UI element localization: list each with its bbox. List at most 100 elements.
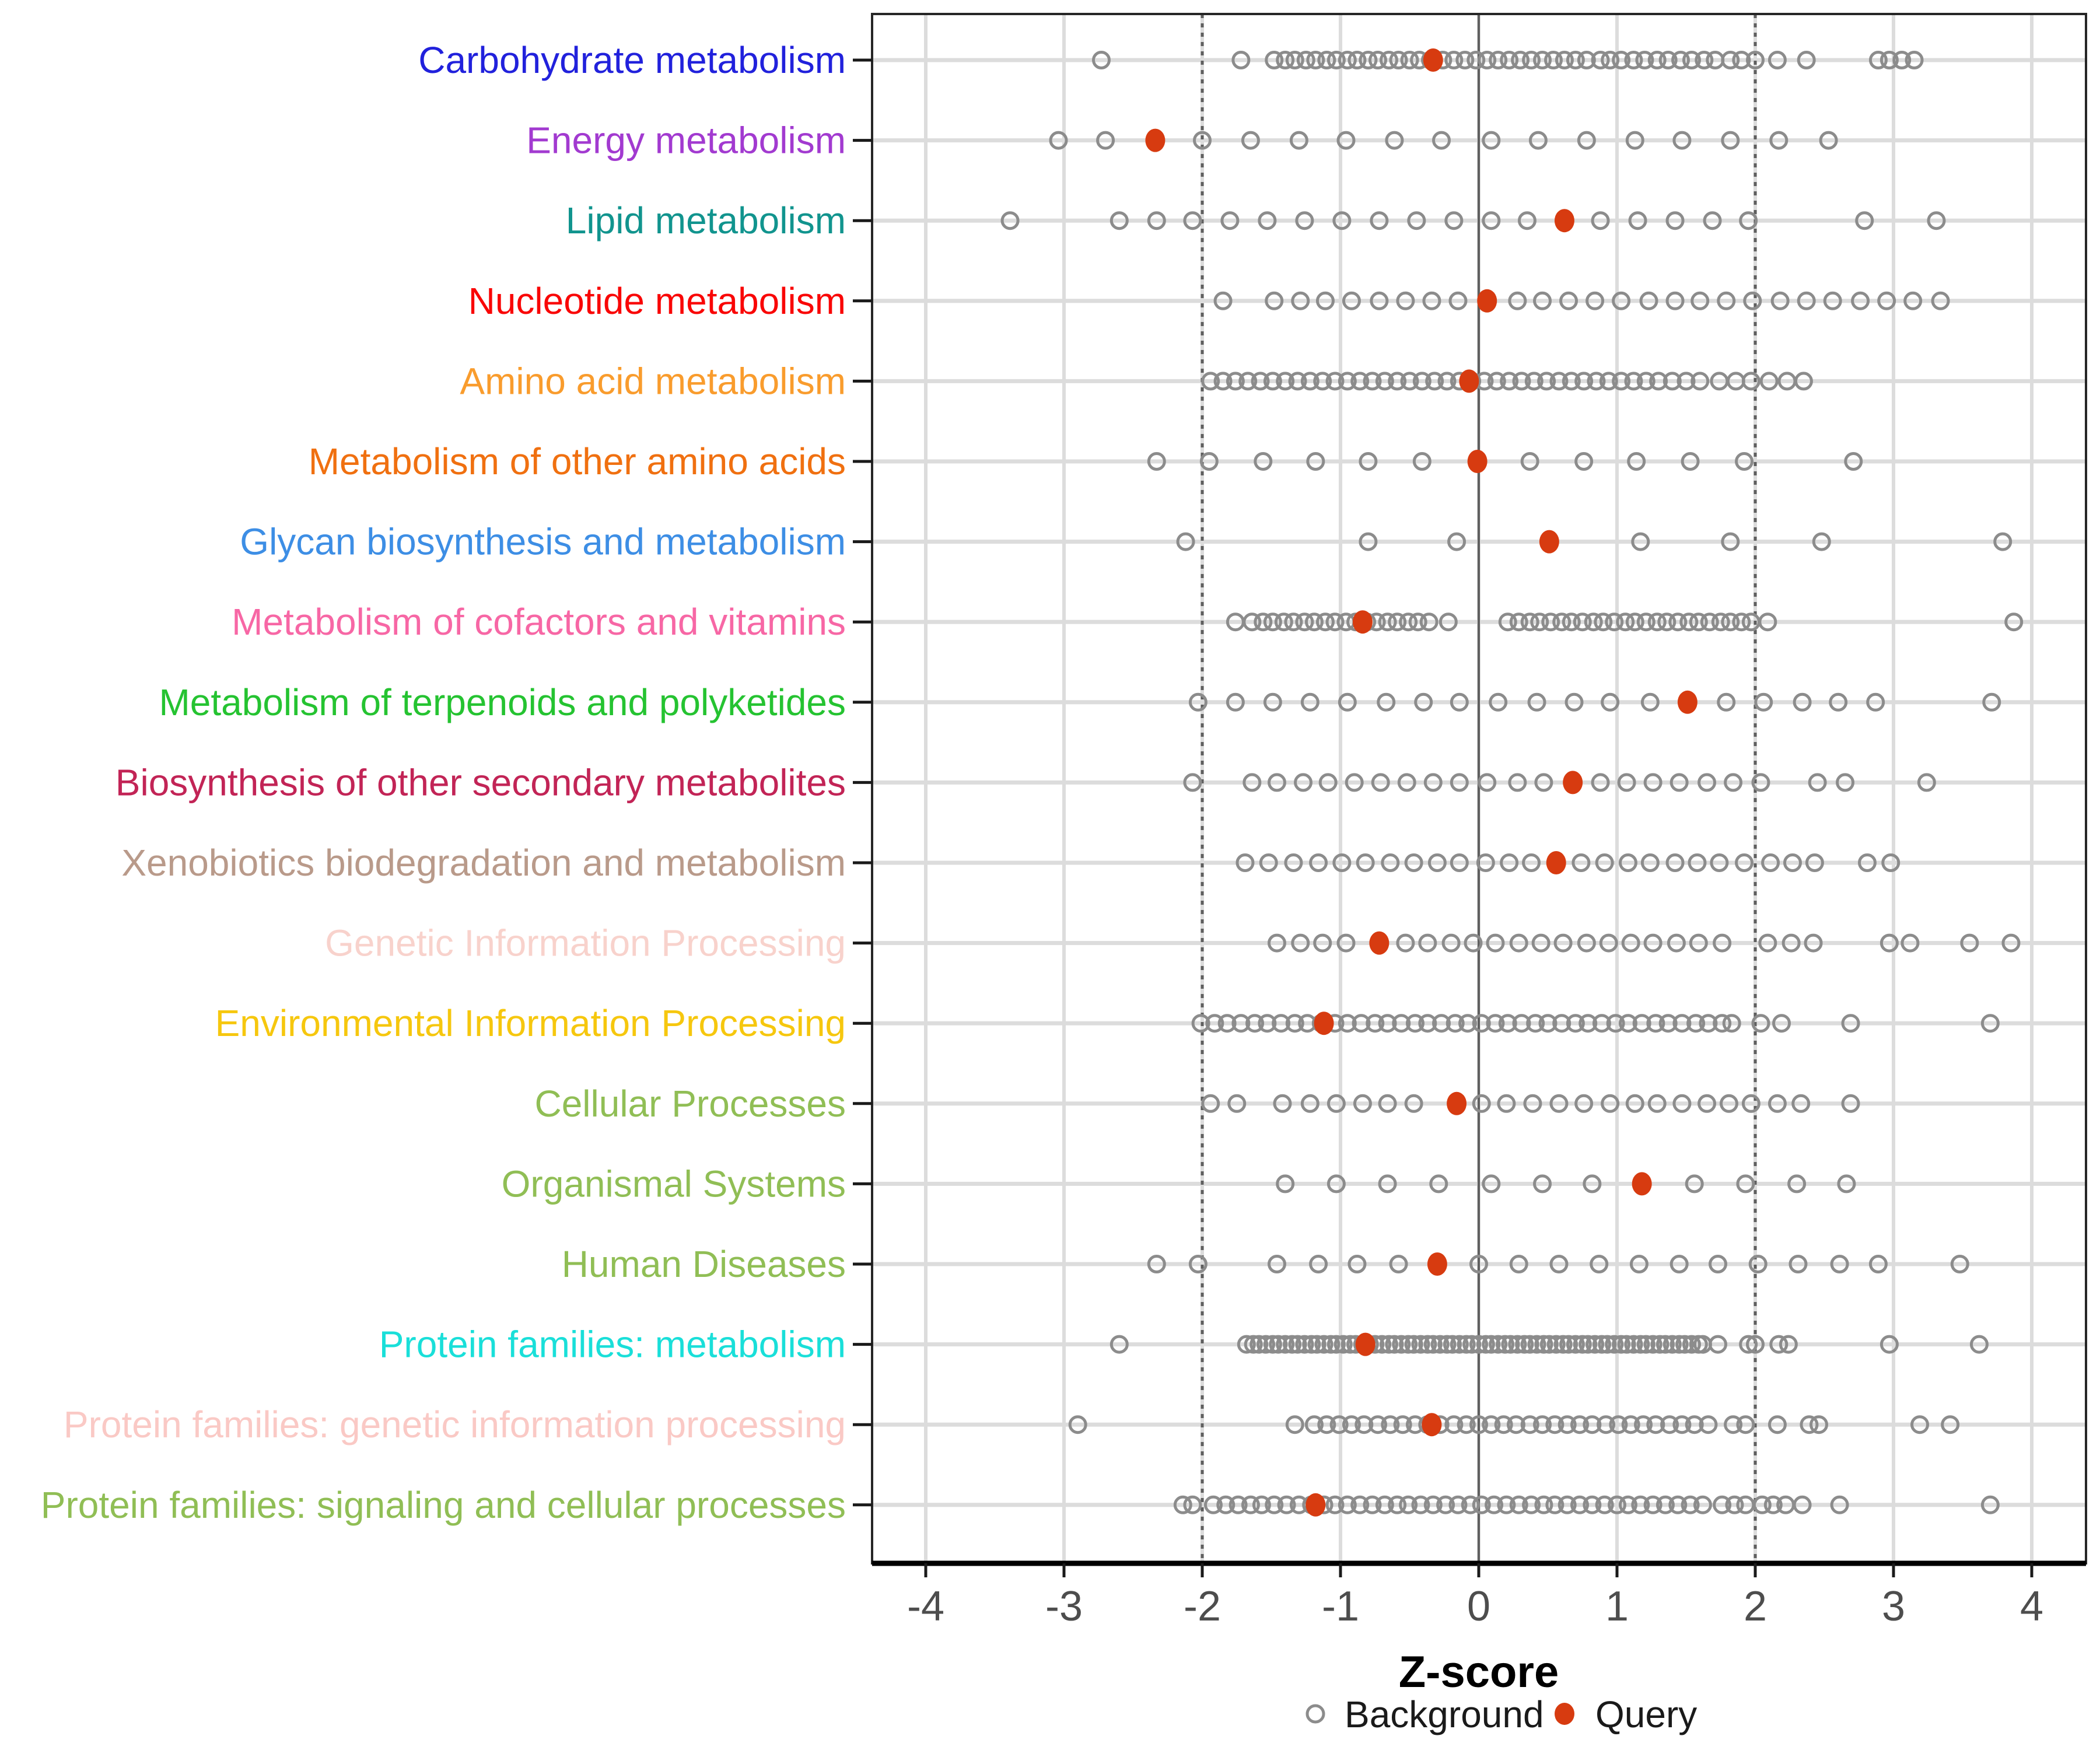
background-point — [1508, 773, 1527, 792]
background-point — [1317, 1415, 1336, 1434]
background-point — [1640, 853, 1660, 872]
background-point — [1494, 1415, 1513, 1434]
background-point — [1306, 51, 1325, 69]
background-point — [1267, 1255, 1286, 1273]
background-point — [1213, 372, 1233, 391]
background-point — [1703, 211, 1722, 230]
background-point — [1496, 1335, 1515, 1354]
background-point — [1096, 131, 1115, 150]
background-point — [1587, 372, 1606, 391]
background-point — [1829, 692, 1848, 712]
background-point — [1656, 1495, 1675, 1514]
background-point — [1804, 933, 1823, 953]
background-point — [1325, 1495, 1345, 1514]
row-points — [1191, 1012, 2000, 1035]
background-point — [1772, 1014, 1791, 1033]
background-point — [1315, 291, 1335, 310]
background-point — [1721, 51, 1740, 69]
background-point — [1746, 1335, 1765, 1354]
background-point — [1752, 1495, 1772, 1514]
background-point — [1356, 853, 1375, 872]
background-point — [1558, 1415, 1577, 1434]
background-point — [1486, 933, 1505, 953]
query-point — [1355, 1332, 1376, 1356]
background-point — [1326, 1174, 1346, 1194]
category-label: Nucleotide metabolism — [468, 280, 846, 322]
x-tick-label: 1 — [1605, 1583, 1629, 1630]
background-point — [1497, 1495, 1516, 1514]
background-point — [1188, 692, 1208, 712]
background-point — [1438, 612, 1458, 632]
category-label: Lipid metabolism — [566, 200, 846, 242]
background-point — [1763, 1495, 1783, 1514]
background-point — [1482, 1335, 1501, 1354]
background-point — [1110, 1335, 1129, 1354]
row-points — [1110, 1332, 1989, 1356]
background-point — [1698, 1094, 1717, 1113]
background-point — [1844, 452, 1863, 471]
background-point — [1241, 131, 1260, 150]
background-point — [1350, 372, 1370, 391]
background-point — [1272, 1014, 1291, 1033]
background-point — [1980, 1495, 2000, 1514]
background-point — [1315, 612, 1335, 632]
background-point — [1634, 1415, 1653, 1434]
query-point — [1447, 1091, 1467, 1115]
background-point — [1408, 612, 1427, 632]
background-point — [1508, 291, 1527, 310]
background-point — [1318, 773, 1338, 792]
background-point — [1732, 51, 1751, 69]
background-point — [1665, 291, 1685, 310]
background-point — [1612, 291, 1631, 310]
background-point — [1741, 1094, 1760, 1113]
category-label: Glycan biosynthesis and metabolism — [240, 521, 846, 563]
background-point — [1482, 211, 1501, 230]
background-point — [1562, 612, 1581, 632]
background-point — [1448, 1495, 1468, 1514]
category-labels: Carbohydrate metabolism Energy metabolism… — [41, 39, 846, 1526]
background-point — [1267, 773, 1286, 792]
background-point — [1719, 1094, 1738, 1113]
background-point — [1326, 1335, 1346, 1354]
background-point — [1411, 1495, 1430, 1514]
background-point — [1338, 692, 1357, 712]
background-point — [1437, 372, 1457, 391]
background-point — [1378, 1094, 1397, 1113]
axis-tick-marks — [853, 58, 2034, 1577]
background-point — [1302, 1335, 1321, 1354]
background-point — [1617, 773, 1636, 792]
x-tick-label: 0 — [1467, 1583, 1490, 1630]
background-point — [1461, 1495, 1480, 1514]
background-point — [1497, 1094, 1516, 1113]
background-point — [1639, 291, 1658, 310]
background-point — [1259, 853, 1278, 872]
background-point — [1770, 291, 1790, 310]
background-point — [1605, 1335, 1624, 1354]
background-point — [1566, 1014, 1585, 1033]
background-point — [1213, 291, 1233, 310]
background-point — [1717, 692, 1736, 712]
background-point — [1635, 51, 1654, 69]
background-point — [1388, 372, 1407, 391]
background-point — [1672, 1415, 1692, 1434]
background-point — [1736, 1174, 1755, 1194]
background-point — [1396, 291, 1415, 310]
background-point — [1690, 291, 1710, 310]
background-point — [1598, 1335, 1617, 1354]
background-point — [1649, 372, 1668, 391]
background-point — [1877, 291, 1896, 310]
background-point — [1782, 933, 1801, 953]
background-point — [1366, 1014, 1385, 1033]
background-point — [1676, 372, 1696, 391]
background-point — [1679, 612, 1699, 632]
background-point — [1342, 1415, 1361, 1434]
background-point — [1216, 1495, 1236, 1514]
row-points — [1147, 450, 1863, 473]
background-point — [1612, 1335, 1631, 1354]
background-point — [1768, 51, 1787, 69]
background-point — [1353, 1094, 1372, 1113]
background-point — [1841, 1014, 1860, 1033]
background-point — [1226, 692, 1245, 712]
background-point — [1284, 853, 1303, 872]
query-point — [1563, 771, 1583, 794]
